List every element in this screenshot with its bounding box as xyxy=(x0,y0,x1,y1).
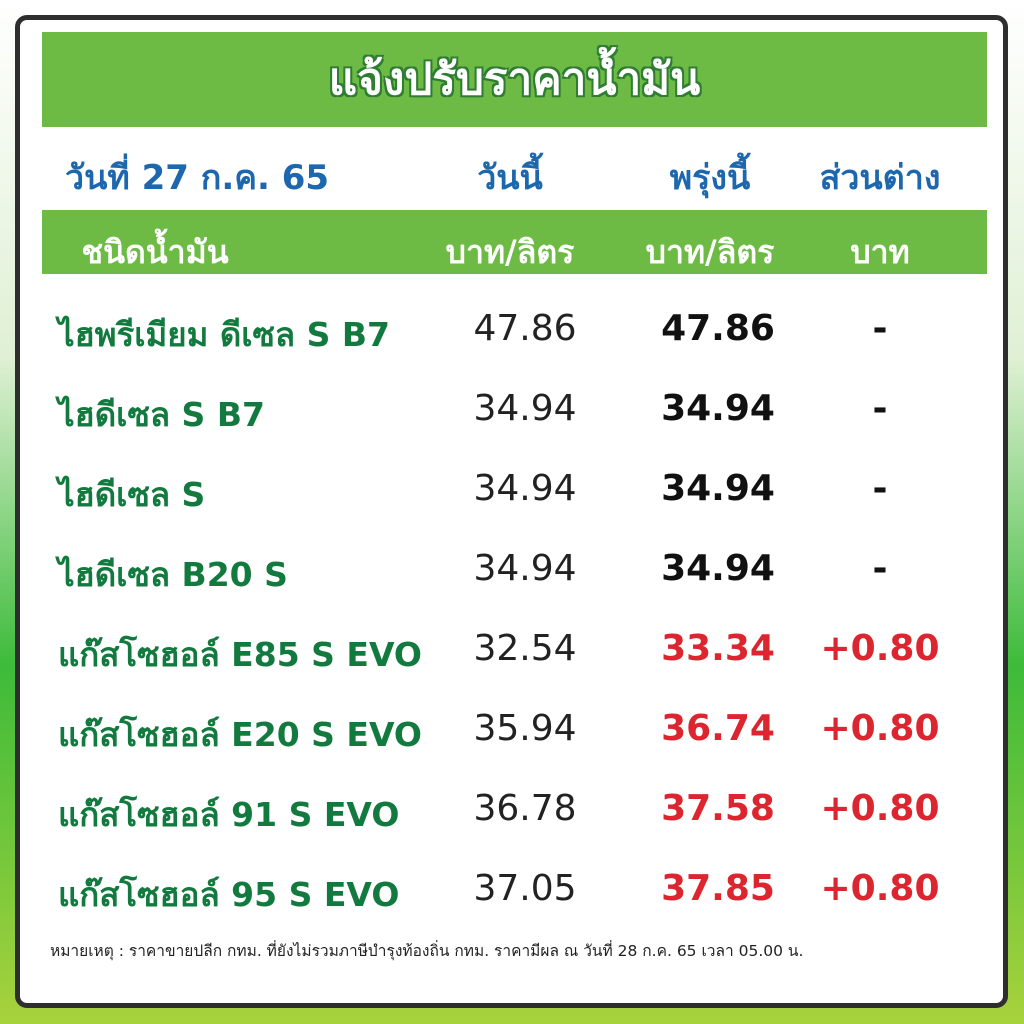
price-diff: +0.80 xyxy=(820,868,940,909)
fuel-name: แก๊สโซฮอล์ 95 S EVO xyxy=(58,875,400,914)
price-tomorrow: 34.94 xyxy=(661,468,775,509)
price-today: 35.94 xyxy=(473,708,577,749)
column-header: ชนิดน้ำมัน xyxy=(81,233,229,271)
column-header: บาท/ลิตร xyxy=(645,233,775,271)
price-diff: - xyxy=(872,308,888,349)
column-header: บาท/ลิตร xyxy=(445,233,575,271)
price-today: 47.86 xyxy=(473,308,577,349)
price-tomorrow: 36.74 xyxy=(661,708,775,749)
fuel-name: ไฮดีเซล S B7 xyxy=(58,395,265,434)
fuel-name: ไฮดีเซล B20 S xyxy=(58,555,288,594)
price-today: 36.78 xyxy=(473,788,577,829)
price-tomorrow: 34.94 xyxy=(661,388,775,429)
fuel-name: แก๊สโซฮอล์ E20 S EVO xyxy=(58,715,422,754)
price-today: 34.94 xyxy=(473,388,577,429)
price-tomorrow: 37.85 xyxy=(661,868,775,909)
price-tomorrow: 37.58 xyxy=(661,788,775,829)
panel: แจ้งปรับราคาน้ำมัน วันที่ 27 ก.ค. 65 วัน… xyxy=(15,15,1008,1008)
column-header: บาท xyxy=(850,233,910,271)
footnote: หมายเหตุ : ราคาขายปลีก กทม. ที่ยังไม่รวม… xyxy=(50,942,804,960)
title: แจ้งปรับราคาน้ำมัน xyxy=(328,54,701,105)
title-bar: แจ้งปรับราคาน้ำมัน xyxy=(42,32,987,127)
date: วันที่ 27 ก.ค. 65 xyxy=(65,158,330,198)
price-diff: +0.80 xyxy=(820,708,940,749)
price-diff: +0.80 xyxy=(820,628,940,669)
col-today: วันนี้ xyxy=(477,158,543,198)
fuel-name: แก๊สโซฮอล์ 91 S EVO xyxy=(58,795,400,834)
price-diff: +0.80 xyxy=(820,788,940,829)
price-tomorrow: 33.34 xyxy=(661,628,775,669)
price-diff: - xyxy=(872,548,888,589)
price-today: 37.05 xyxy=(473,868,577,909)
fuel-name: ไฮดีเซล S xyxy=(58,475,206,514)
col-diff: ส่วนต่าง xyxy=(819,158,941,198)
fuel-name: ไฮพรีเมียม ดีเซล S B7 xyxy=(58,315,391,354)
fuel-name: แก๊สโซฮอล์ E85 S EVO xyxy=(58,635,422,674)
header-bar xyxy=(42,210,987,274)
price-tomorrow: 34.94 xyxy=(661,548,775,589)
price-today: 34.94 xyxy=(473,548,577,589)
price-diff: - xyxy=(872,388,888,429)
col-tomorrow: พรุ่งนี้ xyxy=(669,158,751,198)
price-tomorrow: 47.86 xyxy=(661,308,775,349)
price-diff: - xyxy=(872,468,888,509)
price-today: 32.54 xyxy=(473,628,577,669)
price-today: 34.94 xyxy=(473,468,577,509)
